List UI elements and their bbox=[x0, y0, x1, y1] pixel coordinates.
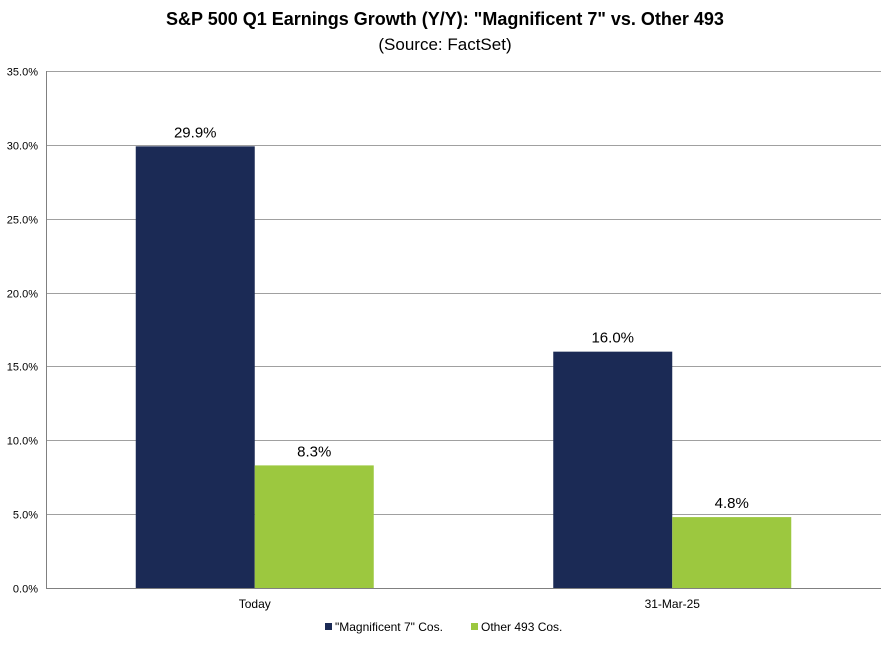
legend-label: "Magnificent 7" Cos. bbox=[335, 620, 443, 634]
legend-label: Other 493 Cos. bbox=[481, 620, 562, 634]
y-tick-label: 5.0% bbox=[13, 510, 38, 522]
data-label: 29.9% bbox=[174, 124, 217, 141]
bar-magnificent-7-0 bbox=[135, 146, 255, 588]
x-category-label: 31-Mar-25 bbox=[645, 597, 701, 611]
y-tick-label: 20.0% bbox=[7, 289, 38, 301]
y-axis-ticks: 0.0% 5.0% 10.0% 15.0% 20.0% 25.0% 30.0% 35.0% bbox=[7, 67, 38, 596]
data-label: 8.3% bbox=[297, 443, 331, 460]
y-tick-label: 25.0% bbox=[7, 215, 38, 227]
y-tick-label: 10.0% bbox=[7, 436, 38, 448]
chart-title: S&P 500 Q1 Earnings Growth (Y/Y): "Magni… bbox=[166, 9, 724, 29]
legend-swatch bbox=[325, 623, 332, 630]
y-tick-label: 0.0% bbox=[13, 584, 38, 596]
y-tick-label: 30.0% bbox=[7, 141, 38, 153]
legend: "Magnificent 7" Cos. Other 493 Cos. bbox=[325, 620, 562, 634]
x-category-label: Today bbox=[239, 597, 271, 611]
legend-swatch bbox=[471, 623, 478, 630]
y-tick-label: 15.0% bbox=[7, 362, 38, 374]
data-label: 4.8% bbox=[715, 495, 749, 512]
data-label: 16.0% bbox=[591, 330, 634, 347]
y-tick-label: 35.0% bbox=[7, 67, 38, 79]
x-axis-categories: Today 31-Mar-25 bbox=[239, 597, 701, 611]
bar-magnificent-7-1 bbox=[553, 351, 673, 588]
bar-other-493-1 bbox=[672, 517, 792, 588]
bars bbox=[135, 146, 792, 588]
chart-subtitle: (Source: FactSet) bbox=[378, 35, 511, 54]
data-labels: 29.9% 8.3% 16.0% 4.8% bbox=[174, 124, 749, 512]
bar-other-493-0 bbox=[254, 465, 374, 588]
